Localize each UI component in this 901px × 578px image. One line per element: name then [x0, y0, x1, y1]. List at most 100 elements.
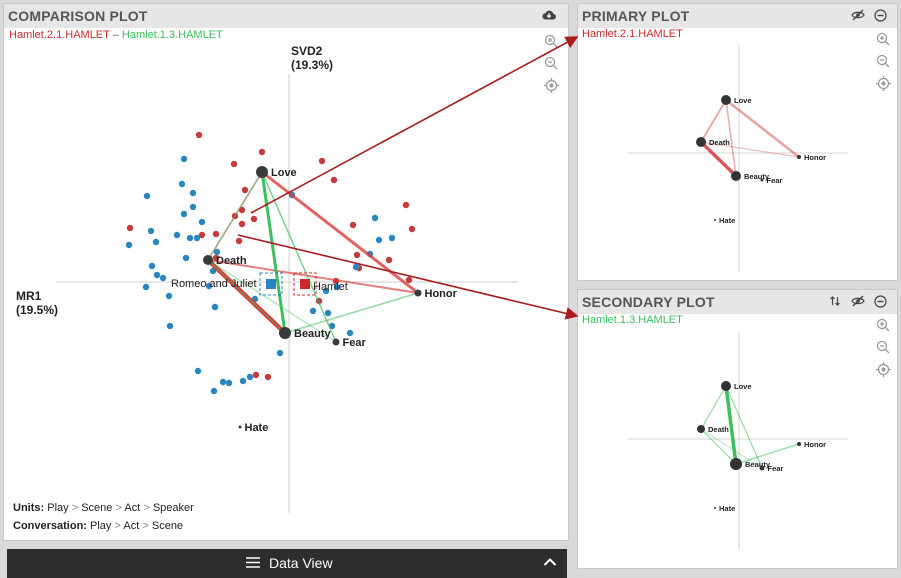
pri-label-death: Death	[709, 138, 730, 147]
term-node-honor	[414, 289, 422, 297]
cloud-download-icon[interactable]	[542, 9, 556, 23]
primary-plot-header: PRIMARY PLOT	[578, 4, 897, 28]
swap-icon[interactable]	[828, 295, 842, 309]
pri-label-love: Love	[734, 96, 752, 105]
comparison-subtitle-primary: Hamlet.2.1.HAMLET	[9, 29, 110, 41]
blue-unit-dot	[205, 282, 213, 290]
sec-node-fear	[759, 465, 765, 471]
zoom-in-icon[interactable]	[542, 34, 560, 52]
term-node-death	[203, 255, 213, 265]
comparison-mr-axis-label: MR1 (19.5%)	[16, 289, 58, 317]
mr-axis-percent: (19.5%)	[16, 303, 59, 317]
pri-node-love	[721, 95, 731, 105]
blue-unit-dot	[194, 367, 202, 375]
zoom-out-icon[interactable]	[874, 340, 892, 358]
red-unit-dot	[230, 160, 238, 168]
data-view-toggle[interactable]: Data View	[7, 549, 567, 578]
red-unit-dot	[353, 251, 361, 259]
sec-edge	[725, 385, 763, 469]
green-edge	[284, 292, 419, 334]
blue-unit-dot	[193, 234, 201, 242]
units-level: Scene	[81, 502, 113, 514]
primary-subtitle: Hamlet.2.1.HAMLET	[582, 28, 683, 40]
sec-edge	[724, 385, 738, 465]
red-unit-dot	[212, 254, 220, 262]
blue-unit-dot	[371, 214, 379, 222]
sec-label-death: Death	[708, 425, 729, 434]
blue-unit-dot	[180, 210, 188, 218]
primary-plot-panel: PRIMARY PLOT Hamlet.2.1.HAMLET Love Death…	[577, 3, 898, 281]
term-node-love	[256, 166, 268, 178]
pri-node-death	[696, 137, 706, 147]
secondary-plot-header: SECONDARY PLOT	[578, 290, 897, 314]
crosshair-icon[interactable]	[874, 362, 892, 380]
chevron-up-icon[interactable]	[543, 554, 557, 570]
mr-axis-name: MR1	[16, 289, 42, 303]
red-unit-dot	[318, 157, 326, 165]
red-unit-dot	[250, 215, 258, 223]
units-label: Units:	[13, 502, 45, 514]
red-unit-dot	[330, 176, 338, 184]
term-label-beauty: Beauty	[294, 328, 332, 340]
conversation-level: Scene	[151, 520, 184, 532]
blue-unit-dot	[180, 155, 188, 163]
term-node-fear	[332, 338, 340, 346]
blue-unit-dot	[152, 238, 160, 246]
blue-unit-dot	[210, 387, 218, 395]
zoom-out-icon[interactable]	[542, 56, 560, 74]
blue-unit-dot	[375, 236, 383, 244]
zoom-in-icon[interactable]	[874, 318, 892, 336]
play-label-romeo: Romeo and Juliet	[171, 278, 257, 290]
blue-unit-dot	[153, 271, 161, 279]
blue-unit-dot	[189, 189, 197, 197]
comparison-svd-axis-label: SVD2 (19.3%)	[291, 44, 333, 72]
sec-label-love: Love	[734, 382, 752, 391]
red-edge	[261, 170, 419, 295]
green-edge	[260, 171, 287, 334]
red-unit-dot	[405, 276, 413, 284]
red-unit-dot	[252, 371, 260, 379]
comparison-subtitle: Hamlet.2.1.HAMLET – Hamlet.1.3.HAMLET	[9, 29, 223, 41]
comparison-plot-title: COMPARISON PLOT	[8, 8, 148, 24]
crosshair-icon[interactable]	[874, 76, 892, 94]
units-level: Play	[47, 502, 69, 514]
eye-slash-icon[interactable]	[851, 9, 865, 23]
eye-slash-icon[interactable]	[851, 295, 865, 309]
svd-axis-name: SVD2	[291, 44, 323, 58]
comparison-subtitle-separator: –	[109, 29, 122, 41]
pri-node-honor	[797, 155, 801, 159]
crosshair-icon[interactable]	[542, 78, 560, 96]
secondary-plot-panel: SECONDARY PLOT Hamlet.1.3.HAMLET Love Dea…	[577, 289, 898, 569]
units-level: Act	[124, 502, 141, 514]
zoom-in-icon[interactable]	[874, 32, 892, 50]
blue-unit-dot	[388, 234, 396, 242]
pri-edge	[725, 99, 737, 177]
zoom-out-icon[interactable]	[874, 54, 892, 72]
blue-unit-dot	[165, 292, 173, 300]
units-separator: >	[71, 502, 79, 514]
minus-circle-icon[interactable]	[873, 295, 887, 309]
blue-unit-dot	[346, 329, 354, 337]
sec-edge	[735, 443, 800, 465]
red-unit-dot	[126, 224, 134, 232]
blue-unit-dot	[352, 263, 360, 271]
minus-circle-icon[interactable]	[873, 9, 887, 23]
pri-edge	[725, 99, 800, 158]
sec-label-hate: Hate	[719, 504, 735, 513]
conversation-label: Conversation:	[13, 520, 87, 532]
pri-label-fear: Fear	[767, 176, 783, 185]
blue-unit-dot	[309, 307, 317, 315]
play-label-hamlet: Hamlet	[313, 281, 348, 293]
pri-edge	[700, 141, 800, 158]
play-marker-romeo	[266, 279, 276, 289]
menu-icon	[245, 556, 261, 572]
pri-node-beauty	[731, 171, 741, 181]
blue-unit-dot	[189, 203, 197, 211]
pri-node-fear	[760, 178, 764, 182]
pri-label-beauty: Beauty	[744, 172, 770, 181]
comparison-plot-canvas[interactable]: Love Death Beauty Fear Honor Hate Romeo and J…	[4, 28, 568, 538]
data-view-label: Data View	[269, 555, 333, 571]
pri-node-hate	[714, 219, 716, 221]
